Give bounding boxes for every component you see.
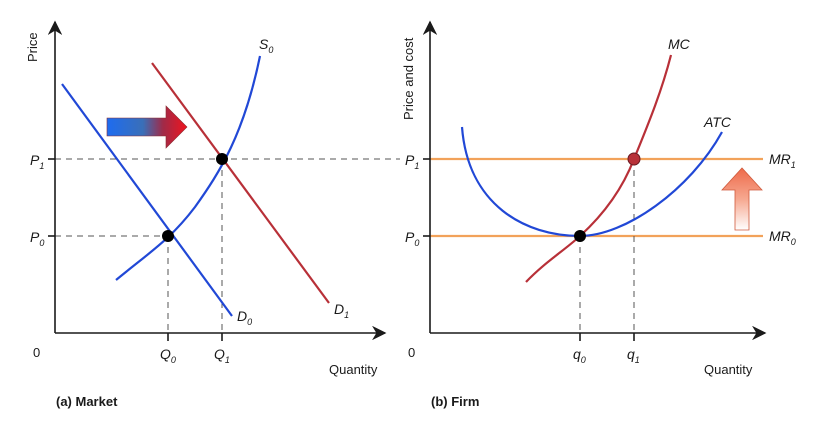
market-label-p1: P1 <box>30 152 44 171</box>
firm-panel: Price and cost Quantity 0 (b) Firm MC AT… <box>401 20 796 409</box>
revenue-shift-up-arrow-icon <box>721 167 763 231</box>
market-caption: (a) Market <box>56 394 118 409</box>
market-label-q1: Q1 <box>214 346 230 365</box>
firm-label-mr-high: MR1 <box>769 151 796 170</box>
firm-caption: (b) Firm <box>431 394 479 409</box>
market-label-p0: P0 <box>30 229 44 248</box>
market-label-demand-initial: D0 <box>237 308 252 327</box>
firm-x-axis-title: Quantity <box>704 362 753 377</box>
market-label-supply: S0 <box>259 36 273 55</box>
market-origin: 0 <box>33 345 40 360</box>
market-equilibrium-initial <box>162 230 174 242</box>
firm-label-atc: ATC <box>703 114 732 130</box>
firm-label-q0: q0 <box>573 346 586 365</box>
firm-label-mc: MC <box>668 36 691 52</box>
firm-point-high <box>627 152 641 166</box>
market-panel: Price Quantity 0 (a) Market P1 P0 Q0 Q1 … <box>25 20 400 409</box>
firm-label-q1: q1 <box>627 346 640 365</box>
firm-origin: 0 <box>408 345 415 360</box>
market-label-q0: Q0 <box>160 346 176 365</box>
firm-atc-curve <box>460 126 723 238</box>
market-label-demand-new: D1 <box>334 301 349 320</box>
market-y-axis-title: Price <box>25 32 40 62</box>
firm-point-low <box>574 230 586 242</box>
market-equilibrium-new <box>216 153 228 165</box>
firm-label-p1: P1 <box>405 152 419 171</box>
firm-y-axis-title: Price and cost <box>401 37 416 120</box>
firm-label-p0: P0 <box>405 229 419 248</box>
market-supply-curve <box>115 55 262 281</box>
firm-label-mr-low: MR0 <box>769 228 796 247</box>
market-demand-initial-line <box>61 83 233 317</box>
market-x-axis-title: Quantity <box>329 362 378 377</box>
market-demand-new-line <box>151 62 330 304</box>
demand-shift-right-arrow-icon <box>106 105 188 149</box>
firm-mc-curve <box>525 54 673 283</box>
